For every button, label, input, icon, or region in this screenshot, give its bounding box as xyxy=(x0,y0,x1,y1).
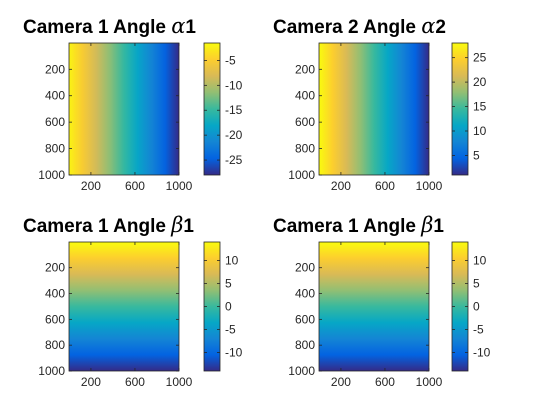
y-tick-label: 400 xyxy=(45,89,65,103)
x-tick-label: 200 xyxy=(81,375,101,389)
y-tick-label: 800 xyxy=(45,338,65,352)
title-text: Camera 1 Angle xyxy=(23,17,171,38)
colorbar-tick-label: 10 xyxy=(473,124,487,138)
colorbar-tick-label: -20 xyxy=(225,128,243,142)
colorbar-tick-label: 5 xyxy=(225,276,232,290)
subplot-title: Camera 1 Angle β1 xyxy=(273,213,444,237)
y-tick-label: 600 xyxy=(295,312,315,326)
colorbar-tick-label: 5 xyxy=(473,148,480,162)
y-tick-label: 1000 xyxy=(288,364,315,378)
colorbar-box xyxy=(451,42,469,176)
subplot-3: Camera 1 Angle β1 200 600 1000 200 400 600 800 1… xyxy=(23,213,243,389)
y-tick-label: 800 xyxy=(45,142,65,156)
title-text: Camera 1 Angle xyxy=(273,216,421,237)
x-tick-label: 600 xyxy=(375,179,395,193)
x-tick-label: 200 xyxy=(331,179,351,193)
colorbar-tick-label: -10 xyxy=(225,78,243,92)
title-index: 1 xyxy=(183,216,194,237)
axes-box xyxy=(318,42,430,176)
y-tick-label: 1000 xyxy=(38,364,65,378)
colorbar-tick-label: 15 xyxy=(473,100,487,114)
colorbar-tick-label: -15 xyxy=(225,103,243,117)
x-tick-label: 600 xyxy=(125,179,145,193)
colorbar xyxy=(452,43,468,175)
x-tick-label: 200 xyxy=(81,179,101,193)
y-tick-label: 600 xyxy=(45,115,65,129)
colorbar-tick-label: -25 xyxy=(225,153,243,167)
colorbar-tick-label: 20 xyxy=(473,75,487,89)
y-tick-label: 200 xyxy=(295,261,315,275)
colorbar-tick-label: 25 xyxy=(473,51,487,65)
subplot-title: Camera 1 Angle β1 xyxy=(23,213,194,237)
x-tick-label: 1000 xyxy=(166,375,193,389)
title-greek-symbol: α xyxy=(171,14,185,38)
colorbar-tick-label: 5 xyxy=(473,276,480,290)
y-tick-label: 800 xyxy=(295,142,315,156)
colorbar-tick-label: 0 xyxy=(473,300,480,314)
y-tick-label: 600 xyxy=(295,115,315,129)
y-tick-label: 1000 xyxy=(288,168,315,182)
title-text: Camera 2 Angle xyxy=(273,17,421,38)
axes-box xyxy=(68,241,180,372)
title-index: 1 xyxy=(185,17,196,38)
x-tick-label: 1000 xyxy=(416,375,443,389)
colorbar-box xyxy=(203,42,221,176)
heatmap-image xyxy=(319,43,429,175)
colorbar xyxy=(204,43,220,175)
y-tick-label: 400 xyxy=(295,89,315,103)
title-text: Camera 1 Angle xyxy=(23,216,171,237)
x-tick-label: 200 xyxy=(331,375,351,389)
colorbar-tick-label: 0 xyxy=(225,300,232,314)
heatmap-image xyxy=(319,242,429,371)
colorbar xyxy=(204,242,220,371)
subplot-2: Camera 2 Angle α2 200 600 1000 200 400 600 800 1… xyxy=(273,14,487,193)
title-greek-symbol: β xyxy=(420,213,433,237)
subplot-4: Camera 1 Angle β1 200 600 1000 200 400 600 800 1… xyxy=(273,213,491,389)
axes-box xyxy=(318,241,430,372)
axes-box xyxy=(68,42,180,176)
colorbar-tick-label: -10 xyxy=(473,346,491,360)
colorbar xyxy=(452,242,468,371)
title-index: 1 xyxy=(433,216,444,237)
x-tick-label: 600 xyxy=(125,375,145,389)
subplot-title: Camera 2 Angle α2 xyxy=(273,14,446,38)
y-tick-label: 200 xyxy=(45,62,65,76)
x-tick-label: 1000 xyxy=(166,179,193,193)
colorbar-tick-label: -5 xyxy=(225,323,236,337)
subplot-1: Camera 1 Angle α1 200 600 1000 200 400 600 800 1… xyxy=(23,14,243,193)
x-tick-label: 600 xyxy=(375,375,395,389)
heatmap-image xyxy=(69,43,179,175)
y-tick-label: 400 xyxy=(295,287,315,301)
subplot-title: Camera 1 Angle α1 xyxy=(23,14,196,38)
y-tick-label: 200 xyxy=(45,261,65,275)
y-tick-label: 600 xyxy=(45,312,65,326)
colorbar-tick-label: -10 xyxy=(225,346,243,360)
colorbar-tick-label: 10 xyxy=(225,253,239,267)
heatmap-image xyxy=(69,242,179,371)
y-tick-label: 800 xyxy=(295,338,315,352)
title-greek-symbol: α xyxy=(421,14,435,38)
colorbar-tick-label: -5 xyxy=(225,53,236,67)
title-index: 2 xyxy=(435,17,446,38)
colorbar-tick-label: 10 xyxy=(473,253,487,267)
y-tick-label: 200 xyxy=(295,62,315,76)
colorbar-tick-label: -5 xyxy=(473,323,484,337)
y-tick-label: 1000 xyxy=(38,168,65,182)
y-tick-label: 400 xyxy=(45,287,65,301)
x-tick-label: 1000 xyxy=(416,179,443,193)
title-greek-symbol: β xyxy=(170,213,183,237)
